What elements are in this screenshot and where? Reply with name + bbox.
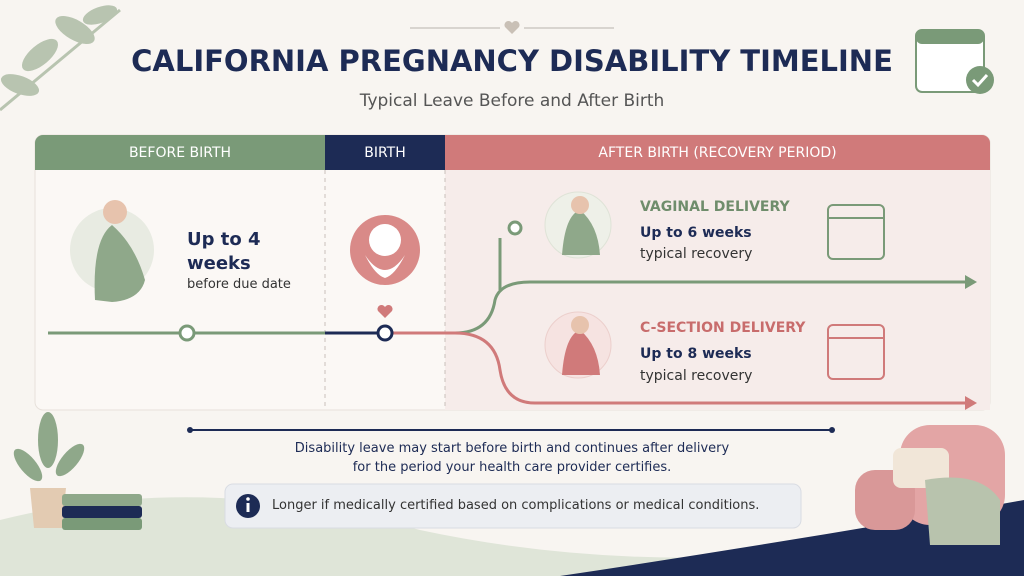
before-note: before due date	[187, 277, 291, 292]
title: CALIFORNIA PREGNANCY DISABILITY TIMELINE	[131, 44, 893, 78]
subtitle: Typical Leave Before and After Birth	[359, 91, 665, 111]
delivery-note: typical recovery	[640, 368, 753, 384]
summary-line: for the period your health care provider…	[352, 460, 672, 475]
summary-line: Disability leave may start before birth …	[294, 441, 730, 456]
delivery-duration: Up to 8 weeks	[640, 346, 752, 362]
info-note: Longer if medically certified based on c…	[272, 498, 760, 513]
phase-label: BEFORE BIRTH	[128, 145, 232, 161]
delivery-label: C-SECTION DELIVERY	[640, 320, 806, 336]
delivery-label: VAGINAL DELIVERY	[640, 199, 790, 215]
delivery-duration: Up to 6 weeks	[640, 225, 752, 241]
before-duration: Up to 4 weeks	[187, 229, 261, 274]
phase-label: BIRTH	[364, 145, 406, 161]
phase-label: AFTER BIRTH (RECOVERY PERIOD)	[598, 145, 837, 161]
delivery-note: typical recovery	[640, 246, 753, 262]
